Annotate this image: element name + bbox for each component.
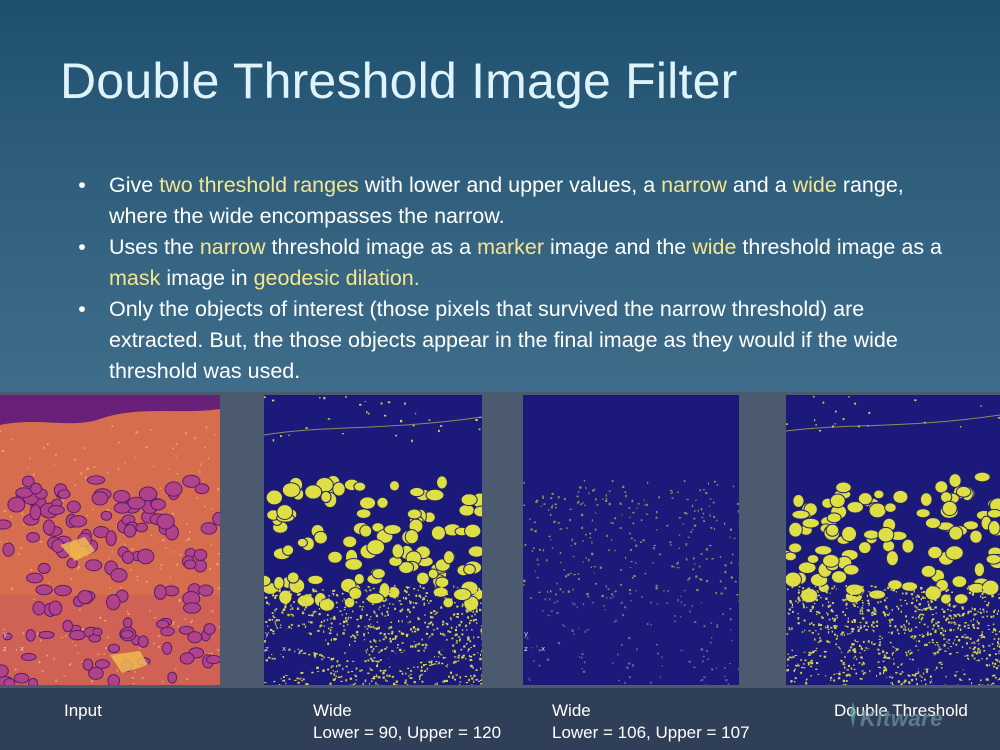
highlighted-term: wide: [792, 173, 837, 197]
axis-label-y: y: [3, 630, 8, 638]
axis-label-z: z: [3, 645, 7, 653]
bullet-text: Only the objects of interest (those pixe…: [109, 297, 898, 383]
caption-input: Input: [64, 700, 102, 722]
wide-threshold-image-1: [264, 395, 482, 685]
caption-double-threshold: Double Threshold: [834, 700, 968, 722]
bullet-list: • Give two threshold ranges with lower an…: [72, 170, 952, 387]
bullet-item: • Only the objects of interest (those pix…: [72, 294, 952, 387]
highlighted-term: geodesic dilation.: [253, 266, 420, 290]
wide-threshold-image-2: [523, 395, 739, 685]
highlighted-term: two threshold ranges: [159, 173, 359, 197]
caption-wide-1-range: Lower = 90, Upper = 120: [313, 723, 502, 742]
bullet-segment: range, where the wide encompasses the na…: [109, 173, 904, 228]
bullet-segment: with lower and upper values, a: [358, 173, 662, 197]
caption-bar: [0, 688, 1000, 750]
kitware-logo: Kitware: [860, 706, 943, 731]
caption-wide-1: Wide Lower = 90, Upper = 120: [313, 700, 501, 744]
bullet-segment: image and the: [544, 235, 693, 259]
bullet-segment: Uses the: [109, 235, 200, 259]
bullet-segment: Give: [109, 173, 160, 197]
input-image: [0, 395, 220, 685]
axis-label-x: x: [541, 645, 546, 653]
highlighted-term: narrow: [199, 235, 266, 259]
axis-label-z: z: [265, 645, 269, 653]
caption-input-label: Input: [64, 701, 102, 720]
bullet-dot: •: [78, 235, 86, 259]
bullet-item: • Give two threshold ranges with lower an…: [72, 170, 952, 232]
bullet-segment: Only the objects of interest (those pixe…: [109, 297, 898, 383]
wide-threshold-image-2-svg: [523, 395, 739, 685]
caption-wide-2-range: Lower = 106, Upper = 107: [552, 723, 750, 742]
bullet-dot: •: [78, 173, 86, 197]
highlighted-term: mask: [109, 266, 161, 290]
bullet-segment: threshold image as a: [265, 235, 478, 259]
highlighted-term: wide: [692, 235, 737, 259]
caption-wide-2-title: Wide: [552, 701, 591, 720]
bullet-dot: •: [78, 297, 86, 321]
bullet-text: Give two threshold ranges with lower and…: [109, 173, 904, 228]
axis-label-x: x: [20, 645, 25, 653]
bullet-text: Uses the narrow threshold image as a mar…: [109, 235, 942, 290]
wide-threshold-image-1-svg: [264, 395, 482, 685]
bullet-item: • Uses the narrow threshold image as a ma…: [72, 232, 952, 294]
axis-label-y: y: [524, 630, 529, 638]
highlighted-term: marker: [477, 235, 544, 259]
highlighted-term: narrow: [661, 173, 727, 197]
input-image-svg: [0, 395, 220, 685]
caption-wide-2: Wide Lower = 106, Upper = 107: [552, 700, 750, 744]
slide-title: Double Threshold Image Filter: [60, 53, 738, 109]
double-threshold-image-svg: [786, 395, 1000, 685]
bullet-segment: and a: [726, 173, 793, 197]
kitware-logo-icon: [850, 702, 856, 728]
bullet-segment: image in: [160, 266, 254, 290]
bullet-segment: threshold image as a: [736, 235, 942, 259]
double-threshold-image: [786, 395, 1000, 685]
caption-double-threshold-label: Double Threshold: [834, 701, 968, 720]
axis-label-x: x: [282, 645, 287, 653]
caption-wide-1-title: Wide: [313, 701, 352, 720]
axis-label-y: y: [265, 630, 270, 638]
axis-label-z: z: [524, 645, 528, 653]
